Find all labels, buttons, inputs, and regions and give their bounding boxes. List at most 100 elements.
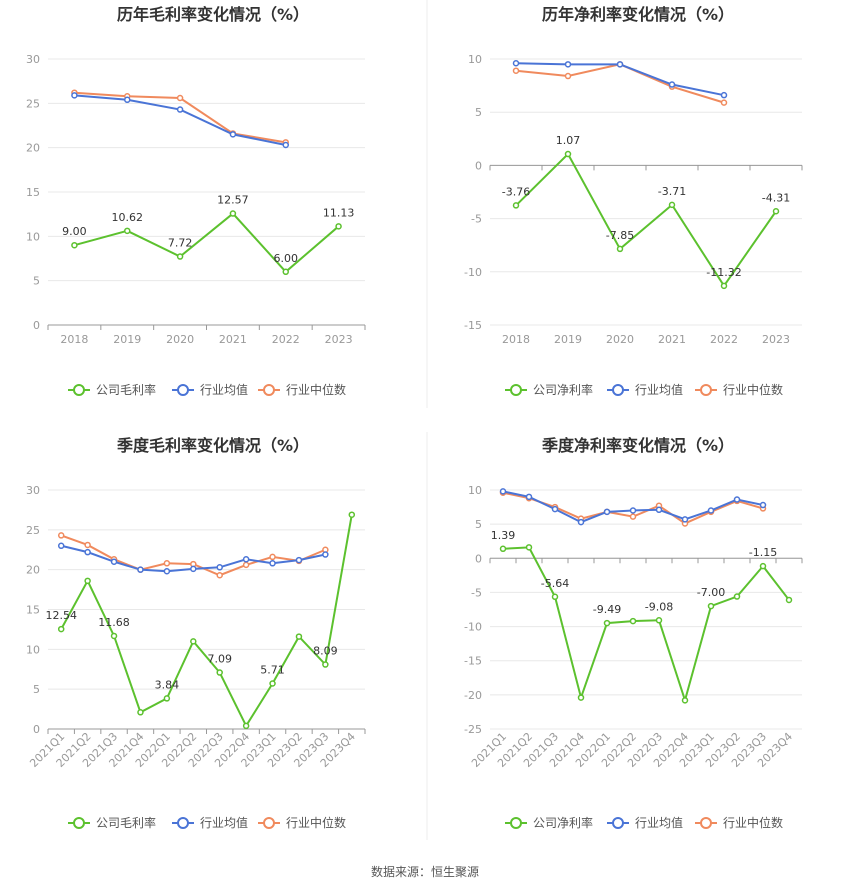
y-tick-label: 15 (26, 604, 40, 617)
data-point (512, 202, 520, 209)
legend-item-industry-median[interactable]: 行业中位数 (695, 815, 783, 830)
data-point (269, 560, 276, 567)
y-tick-label: 10 (26, 230, 40, 243)
data-point (335, 223, 342, 230)
legend-label: 行业均值 (635, 815, 683, 830)
y-tick-label: -5 (471, 213, 482, 226)
data-point (629, 513, 637, 520)
data-point (176, 253, 184, 260)
x-tick-label: 2019 (554, 333, 582, 346)
y-tick-label: -15 (464, 319, 482, 332)
data-point (759, 501, 767, 509)
legend-item-company[interactable]: 公司毛利率 (68, 382, 156, 397)
data-label: -5.64 (541, 577, 569, 590)
legend-label: 行业中位数 (286, 382, 346, 397)
data-point (577, 518, 585, 526)
data-point (629, 617, 637, 625)
legend-marker (612, 817, 624, 829)
data-point (681, 697, 689, 704)
data-point (71, 92, 78, 99)
legend-marker (612, 384, 624, 396)
legend-label: 行业均值 (200, 815, 248, 830)
series-line-company (60, 514, 353, 728)
data-point (190, 565, 197, 573)
legend-label: 公司毛利率 (96, 815, 156, 830)
x-tick-label: 2018 (60, 333, 88, 346)
legend-label: 行业中位数 (723, 815, 783, 830)
x-tick-label: 2020 (606, 333, 634, 346)
legend-item-company[interactable]: 公司毛利率 (68, 815, 156, 830)
y-tick-label: -15 (464, 655, 482, 668)
data-point (176, 106, 184, 113)
data-label: 9.00 (62, 225, 87, 238)
x-tick-label: 2018 (502, 333, 530, 346)
legend-item-industry-avg[interactable]: 行业均值 (607, 815, 683, 830)
y-tick-label: -10 (464, 621, 482, 634)
data-point (57, 532, 65, 539)
data-point (216, 564, 223, 571)
data-label: -11.32 (706, 266, 741, 279)
data-point (242, 561, 250, 569)
x-tick-label: 2021 (658, 333, 686, 346)
legend-item-industry-avg[interactable]: 行业均值 (172, 815, 248, 830)
data-point (124, 96, 131, 104)
data-point (163, 560, 171, 567)
y-tick-label: 5 (475, 106, 482, 119)
data-label: 7.72 (168, 237, 193, 250)
data-source-text: 数据来源：恒生聚源 (371, 864, 479, 879)
data-point (84, 541, 91, 549)
y-tick-label: -25 (464, 723, 482, 736)
data-point (720, 99, 728, 106)
data-point (577, 694, 585, 701)
data-label: -7.00 (697, 586, 725, 599)
data-point (124, 227, 131, 235)
data-point (720, 91, 728, 99)
data-label: 10.62 (112, 211, 144, 224)
data-point (603, 619, 611, 627)
data-label: 11.68 (98, 616, 130, 629)
data-label: 6.00 (274, 252, 299, 265)
data-point (176, 94, 184, 102)
data-point (525, 544, 533, 551)
series-line-company (515, 152, 777, 288)
data-point (733, 593, 741, 600)
data-label: -7.85 (606, 229, 634, 242)
legend-item-company[interactable]: 公司净利率 (505, 382, 593, 397)
data-point (551, 505, 559, 513)
data-label: 8.09 (313, 645, 338, 658)
data-point (295, 556, 303, 564)
data-point (84, 548, 91, 556)
data-point (110, 558, 118, 565)
legend-marker (263, 384, 275, 396)
legend-marker (73, 384, 85, 396)
legend-marker (73, 817, 85, 829)
data-point (681, 516, 689, 523)
legend-item-company[interactable]: 公司净利率 (505, 815, 593, 830)
chart-title: 历年毛利率变化情况（%） (117, 5, 309, 24)
x-tick-label: 2023 (325, 333, 353, 346)
data-label: -4.31 (762, 191, 790, 204)
legend-item-industry-median[interactable]: 行业中位数 (258, 382, 346, 397)
data-point (57, 542, 65, 550)
legend-item-industry-avg[interactable]: 行业均值 (607, 382, 683, 397)
data-point (564, 72, 572, 80)
series-line-industry-median (515, 63, 725, 104)
legend-item-industry-avg[interactable]: 行业均值 (172, 382, 248, 397)
data-label: 12.54 (45, 609, 77, 622)
data-point (512, 60, 520, 67)
chart-title: 季度净利率变化情况（%） (541, 436, 734, 455)
x-tick-label: 2021 (219, 333, 247, 346)
data-point (348, 511, 356, 518)
series-line-company (502, 546, 790, 704)
x-tick-label: 2019 (113, 333, 141, 346)
y-tick-label: 0 (33, 319, 40, 332)
legend-item-industry-median[interactable]: 行业中位数 (695, 382, 783, 397)
x-tick-label: 2022 (272, 333, 300, 346)
data-label: -3.71 (658, 185, 686, 198)
y-tick-label: 25 (26, 524, 40, 537)
y-tick-label: -10 (464, 266, 482, 279)
data-point (242, 556, 250, 563)
legend-label: 行业均值 (635, 382, 683, 397)
legend-item-industry-median[interactable]: 行业中位数 (258, 815, 346, 830)
